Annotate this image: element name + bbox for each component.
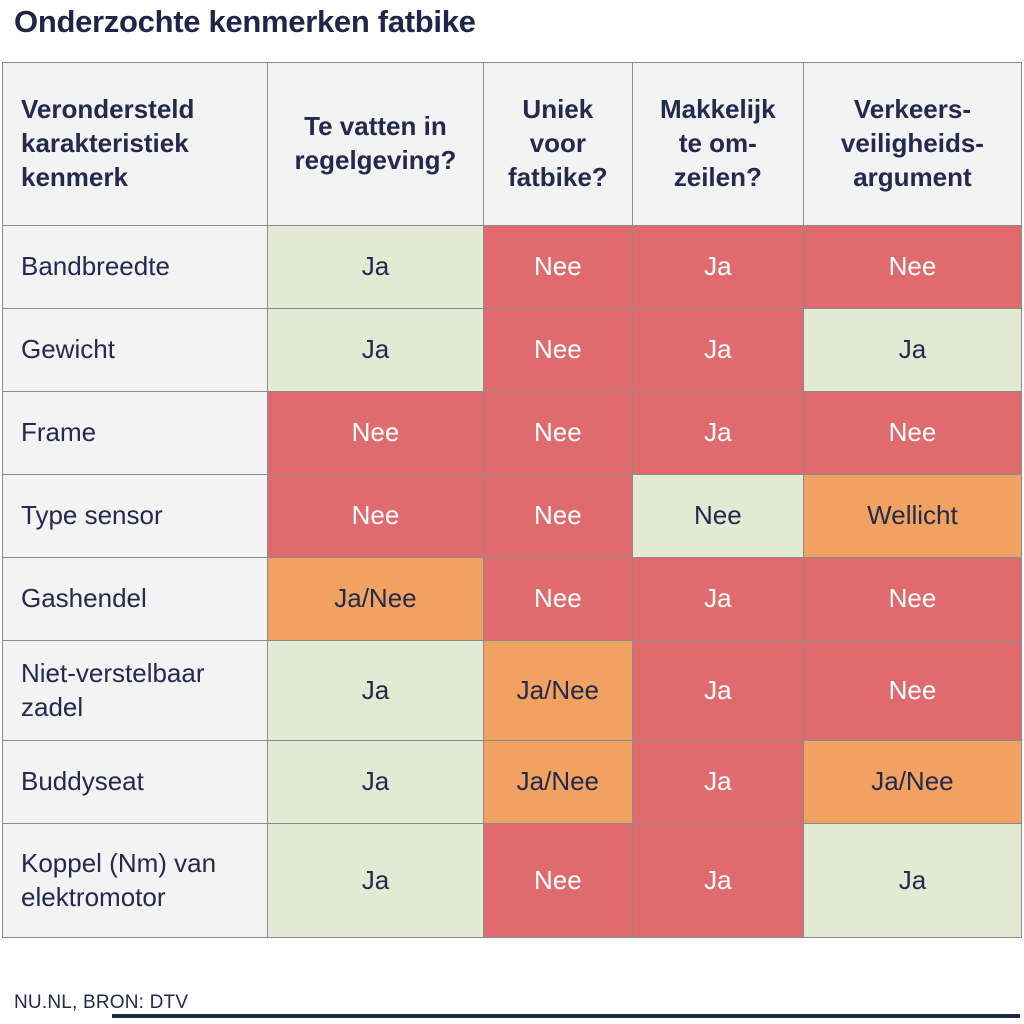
table-row: Buddyseat Ja Ja/Nee Ja Ja/Nee xyxy=(2,740,1023,824)
value-cell: Nee xyxy=(631,474,804,558)
column-header: Verondersteld karakteristiek kenmerk xyxy=(2,62,268,226)
value-cell: Nee xyxy=(802,557,1023,641)
value-cell: Nee xyxy=(482,391,633,475)
table-row: Niet-verstelbaar zadel Ja Ja/Nee Ja Nee xyxy=(2,640,1023,741)
value-cell: Ja xyxy=(631,557,804,641)
value-cell: Ja xyxy=(631,391,804,475)
row-label: Type sensor xyxy=(2,474,268,558)
value-cell: Ja xyxy=(631,823,804,938)
table-row: Bandbreedte Ja Nee Ja Nee xyxy=(2,225,1023,309)
value-cell: Ja xyxy=(631,225,804,309)
value-cell: Nee xyxy=(266,391,484,475)
value-cell: Ja/Nee xyxy=(266,557,484,641)
column-header: Makkelijk te om- zeilen? xyxy=(631,62,804,226)
row-label: Koppel (Nm) van elektromotor xyxy=(2,823,268,938)
table-row: Type sensor Nee Nee Nee Wellicht xyxy=(2,474,1023,558)
value-cell: Ja xyxy=(631,308,804,392)
value-cell: Ja/Nee xyxy=(482,640,633,741)
value-cell: Ja xyxy=(631,640,804,741)
table-row: Gashendel Ja/Nee Nee Ja Nee xyxy=(2,557,1023,641)
header-row: Verondersteld karakteristiek kenmerk Te v… xyxy=(2,62,1023,226)
value-cell: Ja xyxy=(802,308,1023,392)
table-row: Koppel (Nm) van elektromotor Ja Nee Ja Ja xyxy=(2,823,1023,938)
value-cell: Wellicht xyxy=(802,474,1023,558)
page-title: Onderzochte kenmerken fatbike xyxy=(14,4,476,39)
value-cell: Nee xyxy=(802,640,1023,741)
value-cell: Ja xyxy=(631,740,804,824)
column-header: Verkeers- veiligheids- argument xyxy=(802,62,1023,226)
value-cell: Ja xyxy=(266,640,484,741)
brand-bar xyxy=(112,1014,1020,1018)
value-cell: Nee xyxy=(482,225,633,309)
value-cell: Ja xyxy=(802,823,1023,938)
column-header: Te vatten in regelgeving? xyxy=(266,62,484,226)
value-cell: Nee xyxy=(266,474,484,558)
column-header: Uniek voor fatbike? xyxy=(482,62,633,226)
row-label: Niet-verstelbaar zadel xyxy=(2,640,268,741)
row-label: Bandbreedte xyxy=(2,225,268,309)
row-label: Gashendel xyxy=(2,557,268,641)
row-label: Gewicht xyxy=(2,308,268,392)
value-cell: Nee xyxy=(802,225,1023,309)
table-row: Frame Nee Nee Ja Nee xyxy=(2,391,1023,475)
value-cell: Ja xyxy=(266,740,484,824)
value-cell: Nee xyxy=(482,823,633,938)
value-cell: Ja xyxy=(266,225,484,309)
source-credit: NU.NL, BRON: DTV xyxy=(14,992,189,1013)
table-row: Gewicht Ja Nee Ja Ja xyxy=(2,308,1023,392)
value-cell: Ja xyxy=(266,308,484,392)
value-cell: Ja xyxy=(266,823,484,938)
row-label: Buddyseat xyxy=(2,740,268,824)
value-cell: Nee xyxy=(802,391,1023,475)
fatbike-characteristics-table: Verondersteld karakteristiek kenmerk Te v… xyxy=(2,62,1023,938)
value-cell: Nee xyxy=(482,308,633,392)
value-cell: Ja/Nee xyxy=(482,740,633,824)
value-cell: Nee xyxy=(482,557,633,641)
value-cell: Ja/Nee xyxy=(802,740,1023,824)
row-label: Frame xyxy=(2,391,268,475)
value-cell: Nee xyxy=(482,474,633,558)
